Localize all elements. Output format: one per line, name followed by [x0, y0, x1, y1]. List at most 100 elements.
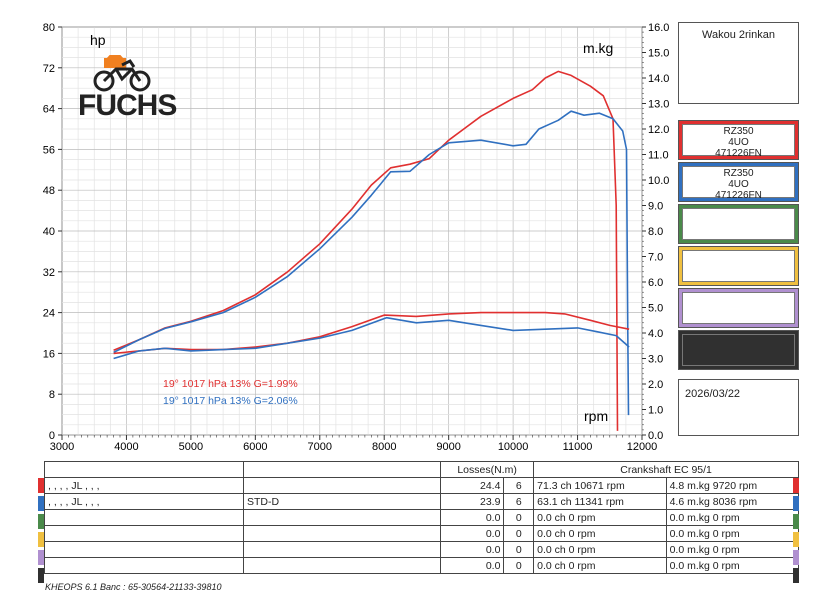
- left-tick-label: 32: [43, 267, 55, 279]
- run-legend-box: [678, 246, 799, 286]
- left-tick-label: 16: [43, 348, 55, 360]
- row-count: 0: [503, 557, 535, 574]
- run-legend-box: [678, 204, 799, 244]
- motorcycle-icon: [93, 49, 151, 92]
- row-color-swatch: [38, 568, 44, 583]
- right-tick-label: 2.0: [648, 379, 663, 391]
- right-tick-label: 8.0: [648, 226, 663, 238]
- right-tick-label: 11.0: [648, 150, 669, 162]
- row-max-power: 0.0 ch 0 rpm: [533, 509, 667, 526]
- row-name: [44, 557, 244, 574]
- row-color-swatch: [793, 496, 799, 511]
- summary-table: Losses(N.m) Crankshaft EC 95/1 , , , , J…: [44, 461, 800, 574]
- row-max-power: 63.1 ch 11341 rpm: [533, 493, 667, 510]
- table-row: 0.0 0 0.0 ch 0 rpm 0.0 m.kg 0 rpm: [44, 541, 800, 558]
- run-legend-line2: 4UO: [728, 137, 749, 148]
- row-tag: STD-D: [243, 493, 441, 510]
- run-conditions-label: 19° 1017 hPa 13% G=2.06%: [163, 395, 298, 407]
- right-tick-label: 4.0: [648, 328, 663, 340]
- torque-curve: [113, 311, 630, 355]
- row-max-torque: 0.0 m.kg 0 rpm: [665, 557, 800, 574]
- right-tick-label: 3.0: [648, 354, 663, 366]
- table-row: , , , , JL , , , STD-D 23.9 6 63.1 ch 11341 …: [44, 493, 800, 510]
- row-color-swatch: [38, 496, 44, 511]
- row-color-swatch: [793, 514, 799, 529]
- row-name: [44, 525, 244, 542]
- row-count: 6: [503, 493, 535, 510]
- x-tick-label: 12000: [627, 441, 658, 453]
- run-legend-text: [682, 250, 795, 282]
- run-conditions-label: 19° 1017 hPa 13% G=1.99%: [163, 378, 298, 390]
- header-title: Wakou 2rinkan: [702, 29, 775, 41]
- left-axis-label: hp: [90, 32, 106, 48]
- row-max-torque: 4.8 m.kg 9720 rpm: [665, 477, 800, 494]
- row-name: [44, 509, 244, 526]
- x-tick-label: 3000: [50, 441, 74, 453]
- date-text: 2026/03/22: [685, 388, 741, 400]
- right-tick-label: 1.0: [648, 405, 663, 417]
- row-max-torque: 4.6 m.kg 8036 rpm: [665, 493, 800, 510]
- left-tick-label: 24: [43, 308, 55, 320]
- row-max-torque: 0.0 m.kg 0 rpm: [665, 509, 800, 526]
- row-tag: [243, 509, 441, 526]
- row-tag: [243, 477, 441, 494]
- x-tick-label: 9000: [436, 441, 460, 453]
- run-legend-line1: RZ350: [723, 126, 754, 137]
- table-row: , , , , JL , , , 24.4 6 71.3 ch 10671 rpm 4.…: [44, 477, 800, 494]
- run-legend-text: RZ350 4UO 471226FN: [682, 124, 795, 159]
- run-legend-box: [678, 330, 799, 370]
- left-tick-label: 56: [43, 144, 55, 156]
- x-tick-label: 8000: [372, 441, 396, 453]
- left-tick-label: 64: [43, 104, 55, 116]
- right-tick-label: 13.0: [648, 99, 669, 111]
- run-legend-box: RZ350 4UO 471226FN: [678, 162, 799, 202]
- left-tick-label: 48: [43, 185, 55, 197]
- losses-header: Losses(N.m): [439, 461, 535, 478]
- right-tick-label: 14.0: [648, 73, 669, 85]
- power-curve: [113, 70, 619, 431]
- x-tick-label: 5000: [179, 441, 203, 453]
- table-row: 0.0 0 0.0 ch 0 rpm 0.0 m.kg 0 rpm: [44, 509, 800, 526]
- right-tick-label: 5.0: [648, 303, 663, 315]
- x-tick-label: 7000: [308, 441, 332, 453]
- left-tick-label: 72: [43, 63, 55, 75]
- row-name: [44, 541, 244, 558]
- run-legend-line3: 471226FN: [715, 148, 762, 159]
- run-legend-text: [682, 334, 795, 366]
- right-tick-label: 16.0: [648, 22, 669, 34]
- right-tick-label: 10.0: [648, 175, 669, 187]
- row-count: 0: [503, 525, 535, 542]
- row-color-swatch: [38, 550, 44, 565]
- run-legend-box: RZ350 4UO 471226FN: [678, 120, 799, 160]
- row-count: 6: [503, 477, 535, 494]
- row-name: , , , , JL , , ,: [44, 477, 244, 494]
- row-loss: 24.4: [439, 477, 505, 494]
- run-legend-box: [678, 288, 799, 328]
- row-color-swatch: [793, 568, 799, 583]
- row-loss: 0.0: [439, 557, 505, 574]
- x-tick-label: 4000: [114, 441, 138, 453]
- right-tick-label: 12.0: [648, 124, 669, 136]
- right-tick-label: 0.0: [648, 430, 663, 442]
- fuchs-logo: FUCHS: [78, 49, 177, 125]
- dyno-chart: 3000 4000 5000 6000 7000 8000 9000 10000 11000 12…: [43, 22, 670, 453]
- row-tag: [243, 557, 441, 574]
- row-max-torque: 0.0 m.kg 0 rpm: [665, 541, 800, 558]
- torque-curve: [113, 316, 630, 360]
- x-tick-label: 11000: [563, 441, 593, 453]
- row-color-swatch: [793, 478, 799, 493]
- row-loss: 23.9: [439, 493, 505, 510]
- right-tick-label: 15.0: [648, 48, 669, 60]
- left-tick-label: 80: [43, 22, 55, 34]
- right-tick-label: 7.0: [648, 252, 663, 264]
- left-tick-label: 0: [49, 430, 55, 442]
- table-row: 0.0 0 0.0 ch 0 rpm 0.0 m.kg 0 rpm: [44, 525, 800, 542]
- row-color-swatch: [38, 532, 44, 547]
- row-loss: 0.0: [439, 509, 505, 526]
- x-tick-label: 10000: [498, 441, 529, 453]
- run-legend-text: [682, 292, 795, 324]
- date-box: 2026/03/22: [678, 379, 799, 436]
- power-curve: [113, 110, 630, 416]
- row-max-power: 0.0 ch 0 rpm: [533, 541, 667, 558]
- row-tag: [243, 541, 441, 558]
